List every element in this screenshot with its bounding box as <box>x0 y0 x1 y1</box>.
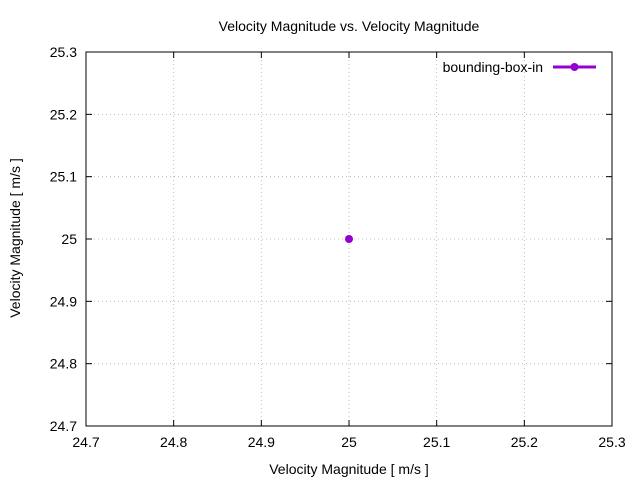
x-tick-label: 25.1 <box>423 434 450 450</box>
x-tick-label: 25.2 <box>511 434 538 450</box>
legend: bounding-box-in <box>443 59 596 75</box>
y-tick-label: 25.3 <box>50 44 77 60</box>
x-tick-label: 25 <box>341 434 357 450</box>
ticks <box>85 51 613 427</box>
legend-label: bounding-box-in <box>443 59 543 75</box>
chart-title: Velocity Magnitude vs. Velocity Magnitud… <box>219 18 480 34</box>
tick-labels: 24.7 24.8 24.9 25 25.1 25.2 25.3 24.7 24.8 24.9 25… <box>50 44 626 450</box>
x-tick-label: 24.9 <box>248 434 275 450</box>
x-axis-label: Velocity Magnitude [ m/s ] <box>269 461 429 477</box>
y-tick-label: 25 <box>61 231 77 247</box>
y-axis-label: Velocity Magnitude [ m/s ] <box>7 158 23 318</box>
legend-marker <box>570 63 579 71</box>
y-tick-label: 24.9 <box>50 293 77 309</box>
y-tick-label: 24.8 <box>50 356 77 372</box>
y-tick-label: 24.7 <box>50 418 77 434</box>
x-tick-label: 24.7 <box>72 434 99 450</box>
data-point <box>345 235 353 243</box>
series-layer <box>345 235 353 243</box>
x-tick-label: 25.3 <box>598 434 625 450</box>
x-tick-label: 24.8 <box>160 434 187 450</box>
y-tick-label: 25.2 <box>50 106 77 122</box>
y-tick-label: 25.1 <box>50 169 77 185</box>
